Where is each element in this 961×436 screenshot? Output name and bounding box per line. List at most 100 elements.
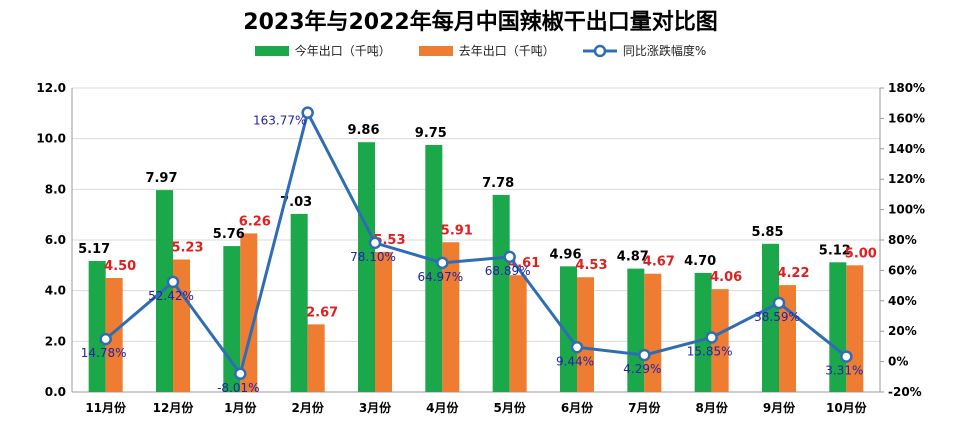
x-tick-label: 7月份 (628, 400, 661, 415)
bar-previous (105, 278, 123, 392)
data-label-change: 15.85% (687, 345, 733, 359)
data-label-previous: 4.53 (575, 258, 607, 273)
data-label-current: 9.86 (347, 123, 379, 138)
bar-previous (644, 273, 662, 392)
y-left-tick-label: 4.0 (45, 284, 66, 298)
data-label-change: 3.31% (825, 364, 863, 378)
legend-item-current: 今年出口（千吨） (254, 42, 391, 59)
legend-label-current: 今年出口（千吨） (294, 44, 391, 58)
data-label-current: 4.87 (617, 250, 649, 265)
data-label-change: 38.59% (754, 310, 800, 324)
x-tick-label: 3月份 (359, 400, 392, 415)
y-right-tick-label: 40% (888, 294, 917, 308)
y-right-tick-label: 80% (888, 233, 917, 247)
data-label-change: 9.44% (556, 354, 594, 368)
legend-label-change: 同比涨跌幅度% (622, 44, 707, 58)
bar-previous (711, 289, 729, 392)
data-label-change: 52.42% (148, 289, 194, 303)
data-label-previous: 2.67 (306, 305, 338, 320)
x-tick-label: 4月份 (426, 400, 459, 415)
data-label-change: 4.29% (623, 362, 661, 376)
x-tick-label: 6月份 (561, 400, 594, 415)
change-point (705, 331, 718, 344)
data-label-current: 7.78 (482, 176, 514, 191)
bar-current (560, 266, 577, 392)
change-point (234, 367, 247, 381)
legend-swatch-current (254, 45, 289, 56)
data-label-previous: 5.23 (171, 241, 203, 256)
data-label-current: 7.97 (145, 171, 177, 186)
data-label-change: 68.89% (485, 264, 531, 278)
legend-item-previous: 去年出口（千吨） (418, 42, 555, 59)
x-tick-label: 11月份 (85, 400, 127, 415)
data-label-current: 5.76 (213, 227, 245, 242)
y-right-tick-label: 180% (888, 81, 925, 95)
data-label-change: 14.78% (81, 346, 127, 360)
change-point (99, 332, 112, 346)
change-point (570, 341, 584, 354)
legend: 今年出口（千吨） 去年出口（千吨） 同比涨跌幅度% (0, 42, 961, 59)
x-tick-label: 9月份 (763, 400, 796, 415)
bar-previous (307, 324, 325, 392)
y-left-tick-label: 6.0 (45, 233, 66, 247)
data-label-previous: 5.00 (845, 246, 877, 261)
change-point (436, 256, 449, 270)
change-point (840, 350, 853, 363)
y-left-tick-label: 8.0 (45, 182, 66, 196)
bar-previous (375, 251, 392, 392)
y-right-tick-label: 160% (888, 111, 925, 125)
bar-current (492, 194, 510, 392)
bar-current (627, 268, 645, 392)
data-label-current: 5.12 (819, 243, 851, 258)
legend-item-change: 同比涨跌幅度% (582, 42, 707, 59)
data-label-current: 4.96 (549, 247, 581, 262)
x-tick-label: 5月份 (493, 400, 526, 415)
data-label-previous: 4.06 (710, 270, 742, 285)
change-point (638, 348, 651, 362)
data-label-previous: 4.50 (104, 259, 136, 274)
y-right-tick-label: -20% (888, 385, 922, 399)
bar-previous (509, 275, 527, 392)
y-right-tick-label: 20% (888, 324, 917, 338)
bar-previous (173, 259, 190, 392)
x-tick-label: 12月份 (153, 400, 195, 415)
bar-current (290, 213, 308, 392)
data-label-previous: 4.67 (643, 255, 675, 270)
y-right-tick-label: 60% (888, 263, 917, 277)
legend-swatch-previous (418, 45, 453, 56)
bar-current (425, 145, 443, 392)
data-label-current: 4.70 (684, 254, 716, 269)
data-label-previous: 6.26 (239, 214, 271, 229)
y-left-tick-label: 0.0 (45, 385, 66, 399)
change-point (772, 296, 786, 310)
change-point (301, 106, 314, 119)
legend-line-change (582, 44, 617, 58)
data-label-previous: 5.91 (441, 223, 473, 238)
y-left-tick-label: 10.0 (36, 132, 66, 146)
change-point (368, 236, 382, 250)
y-left-tick-label: 2.0 (45, 334, 66, 348)
bar-previous (442, 242, 460, 392)
data-label-current: 5.17 (78, 242, 110, 257)
bar-current (88, 261, 106, 392)
change-point (503, 250, 516, 264)
data-label-previous: 4.22 (777, 266, 809, 281)
y-right-tick-label: 0% (888, 355, 908, 369)
y-right-tick-label: 120% (888, 172, 925, 186)
x-tick-label: 10月份 (826, 400, 868, 415)
chart-title: 2023年与2022年每月中国辣椒干出口量对比图 (243, 10, 718, 35)
y-right-tick-label: 100% (888, 203, 925, 217)
data-label-change: -8.01% (217, 381, 259, 395)
x-tick-label: 2月份 (291, 400, 324, 415)
data-label-change: 78.10% (350, 250, 396, 264)
bar-current (762, 243, 779, 392)
x-tick-label: 8月份 (695, 400, 728, 415)
y-left-tick-label: 12.0 (36, 81, 66, 95)
change-line (104, 108, 848, 378)
data-label-change: 64.97% (417, 270, 463, 284)
y-right-tick-label: 140% (888, 142, 925, 156)
bar-previous (577, 277, 594, 392)
x-tick-label: 1月份 (224, 400, 257, 415)
change-point (166, 275, 180, 289)
